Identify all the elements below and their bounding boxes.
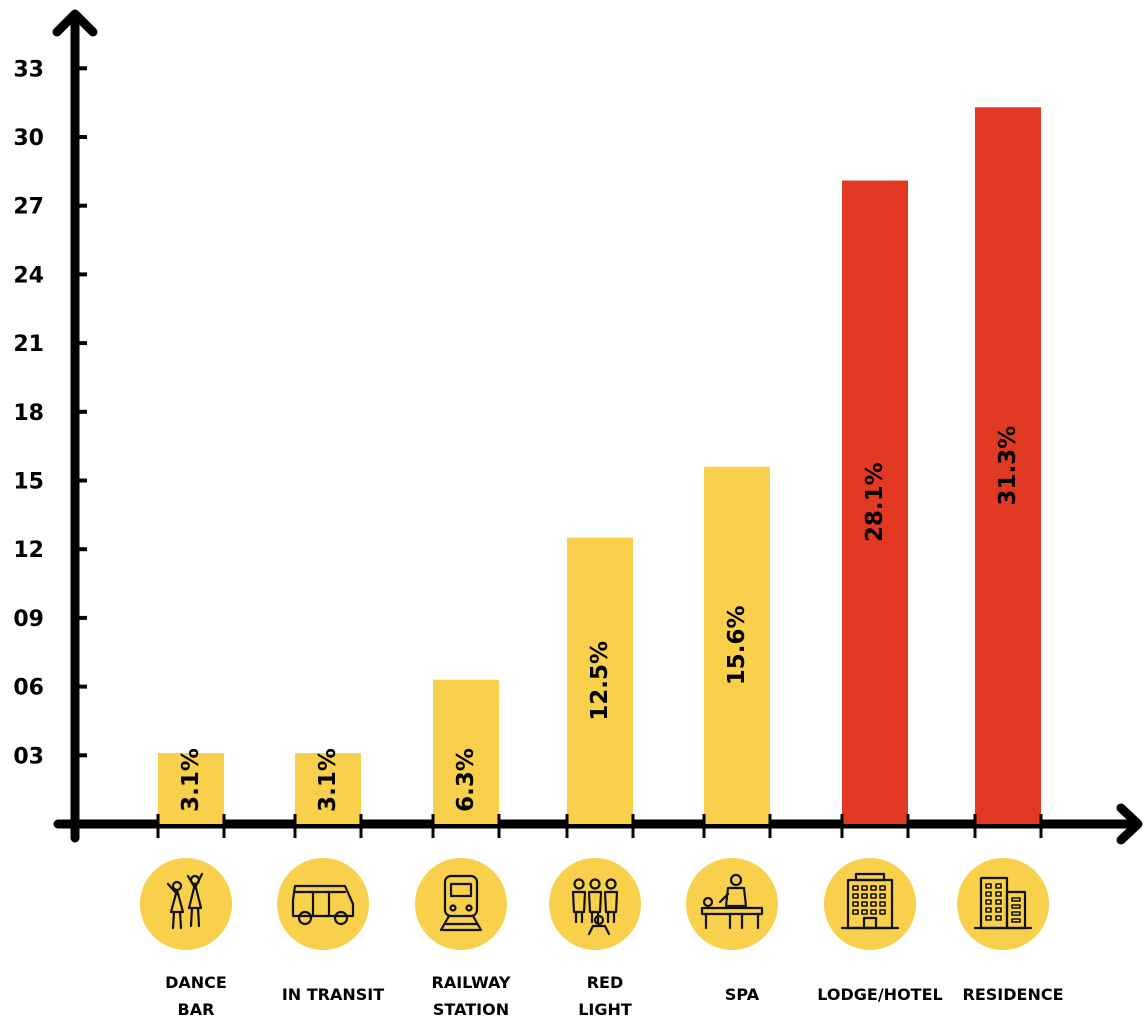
auto-rickshaw-icon	[277, 858, 369, 950]
y-axis-arrow	[52, 9, 98, 37]
y-tick-label: 27	[13, 195, 44, 220]
category-label: DANCE BAR	[165, 973, 227, 1019]
massage-spa-icon	[686, 858, 778, 950]
bar-value-label: 6.3%	[453, 748, 479, 812]
bar-value-label: 28.1%	[862, 462, 888, 542]
category-label: RED LIGHT	[578, 973, 632, 1019]
bar	[842, 180, 908, 824]
x-axis-arrow	[1116, 803, 1143, 845]
y-tick-label: 18	[13, 401, 44, 426]
y-tick-label: 21	[13, 332, 44, 357]
category-label: IN TRANSIT	[282, 985, 384, 1004]
y-tick-label: 06	[13, 676, 44, 701]
dance-bar-icon	[140, 858, 232, 950]
category-label: RESIDENCE	[963, 985, 1064, 1004]
bar	[975, 107, 1041, 825]
category-label: SPA	[725, 985, 760, 1004]
train-icon	[415, 858, 507, 950]
residence-building-icon	[957, 858, 1049, 950]
y-tick-label: 09	[13, 607, 44, 632]
y-tick-label: 24	[13, 263, 44, 288]
bar-value-label: 31.3%	[995, 426, 1021, 506]
y-tick-label: 15	[13, 470, 44, 495]
y-tick-label: 30	[13, 126, 44, 151]
y-tick-label: 33	[13, 57, 44, 82]
bar-value-label: 3.1%	[178, 748, 204, 812]
y-tick-label: 03	[13, 744, 44, 769]
bar	[567, 537, 633, 824]
category-label: RAILWAY STATION	[432, 973, 511, 1019]
y-tick-label: 12	[13, 538, 44, 563]
category-label: LODGE/HOTEL	[817, 985, 942, 1004]
bar	[704, 466, 770, 824]
bar-value-label: 3.1%	[315, 748, 341, 812]
bar	[158, 753, 224, 824]
bar	[295, 753, 361, 824]
bar-value-label: 12.5%	[587, 641, 613, 721]
hotel-building-icon	[824, 858, 916, 950]
bar	[433, 679, 499, 824]
women-group-icon	[549, 858, 641, 950]
bar-value-label: 15.6%	[724, 605, 750, 685]
